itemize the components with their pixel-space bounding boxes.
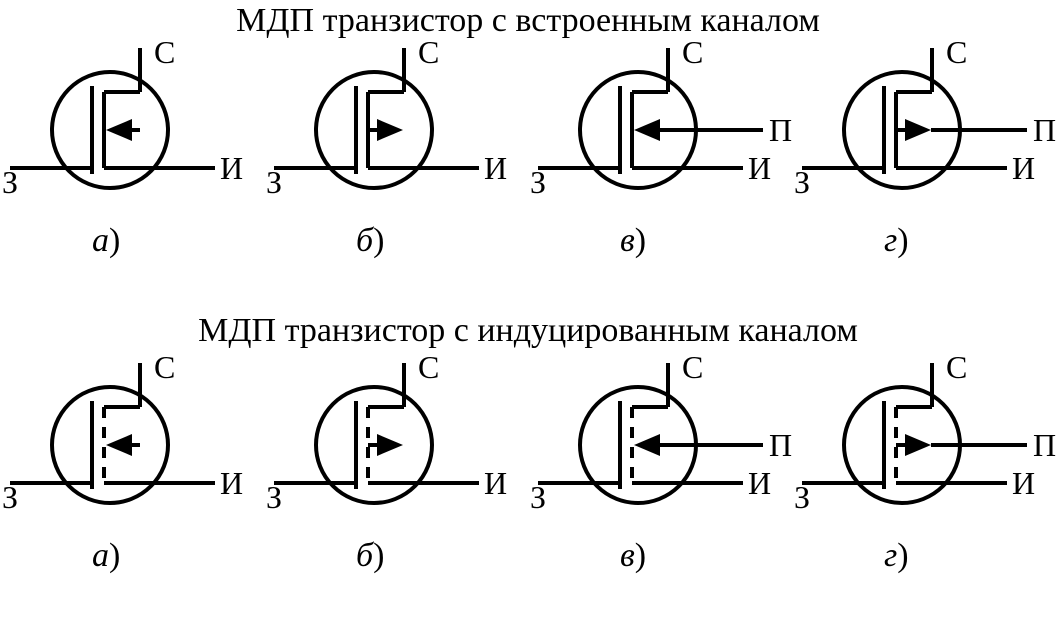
label-gate: З	[530, 479, 546, 516]
caption-paren: )	[109, 222, 120, 259]
caption-letter: г	[884, 222, 897, 259]
caption: б)	[356, 537, 384, 575]
caption: в)	[620, 222, 646, 260]
caption-paren: )	[109, 537, 120, 574]
label-source: И	[220, 150, 243, 187]
label-source: И	[1012, 465, 1035, 502]
transistor-symbol: С И За)	[0, 345, 264, 595]
caption-letter: а	[92, 537, 109, 574]
caption-letter: б	[356, 222, 373, 259]
caption: б)	[356, 222, 384, 260]
caption-letter: а	[92, 222, 109, 259]
label-source: И	[484, 465, 507, 502]
label-drain: С	[154, 34, 175, 71]
transistor-svg	[528, 345, 792, 545]
transistor-svg	[264, 30, 528, 230]
caption-letter: в	[620, 537, 635, 574]
label-drain: С	[154, 349, 175, 386]
label-gate: З	[266, 479, 282, 516]
caption-letter: в	[620, 222, 635, 259]
caption-letter: г	[884, 537, 897, 574]
transistor-symbol: С И З Пв)	[528, 345, 792, 595]
caption-paren: )	[897, 537, 908, 574]
label-drain: С	[946, 349, 967, 386]
caption: г)	[884, 537, 909, 575]
label-source: И	[1012, 150, 1035, 187]
transistor-svg	[264, 345, 528, 545]
label-source: И	[748, 465, 771, 502]
label-substrate: П	[769, 112, 792, 149]
caption-paren: )	[373, 537, 384, 574]
label-gate: З	[266, 164, 282, 201]
label-substrate: П	[1033, 427, 1056, 464]
transistor-symbol: С И З Пг)	[792, 345, 1056, 595]
page: МДП транзистор с встроенным каналом СИЗа…	[0, 0, 1056, 618]
label-gate: З	[794, 164, 810, 201]
label-source: И	[220, 465, 243, 502]
transistor-svg	[792, 345, 1056, 545]
caption-letter: б	[356, 537, 373, 574]
label-substrate: П	[1033, 112, 1056, 149]
label-gate: З	[2, 479, 18, 516]
transistor-symbol: С И За)	[0, 30, 264, 280]
caption: в)	[620, 537, 646, 575]
label-gate: З	[2, 164, 18, 201]
row-depletion: СИЗа)СИЗб)СИЗПв)СИЗПг)	[0, 30, 1056, 280]
transistor-svg	[792, 30, 1056, 230]
caption: а)	[92, 537, 120, 575]
label-drain: С	[682, 349, 703, 386]
label-drain: С	[682, 34, 703, 71]
transistor-symbol: С И Зб)	[264, 30, 528, 280]
transistor-symbol: С И Зб)	[264, 345, 528, 595]
label-gate: З	[530, 164, 546, 201]
caption-paren: )	[635, 537, 646, 574]
transistor-svg	[0, 345, 264, 545]
caption-paren: )	[373, 222, 384, 259]
label-drain: С	[418, 349, 439, 386]
caption: а)	[92, 222, 120, 260]
caption-paren: )	[897, 222, 908, 259]
transistor-symbol: С И З Пг)	[792, 30, 1056, 280]
label-source: И	[484, 150, 507, 187]
label-substrate: П	[769, 427, 792, 464]
label-source: И	[748, 150, 771, 187]
label-drain: С	[946, 34, 967, 71]
caption-paren: )	[635, 222, 646, 259]
label-drain: С	[418, 34, 439, 71]
transistor-svg	[0, 30, 264, 230]
caption: г)	[884, 222, 909, 260]
transistor-symbol: С И З Пв)	[528, 30, 792, 280]
label-gate: З	[794, 479, 810, 516]
transistor-svg	[528, 30, 792, 230]
row-enhancement: СИЗа)СИЗб)СИЗПв)СИЗПг)	[0, 345, 1056, 595]
